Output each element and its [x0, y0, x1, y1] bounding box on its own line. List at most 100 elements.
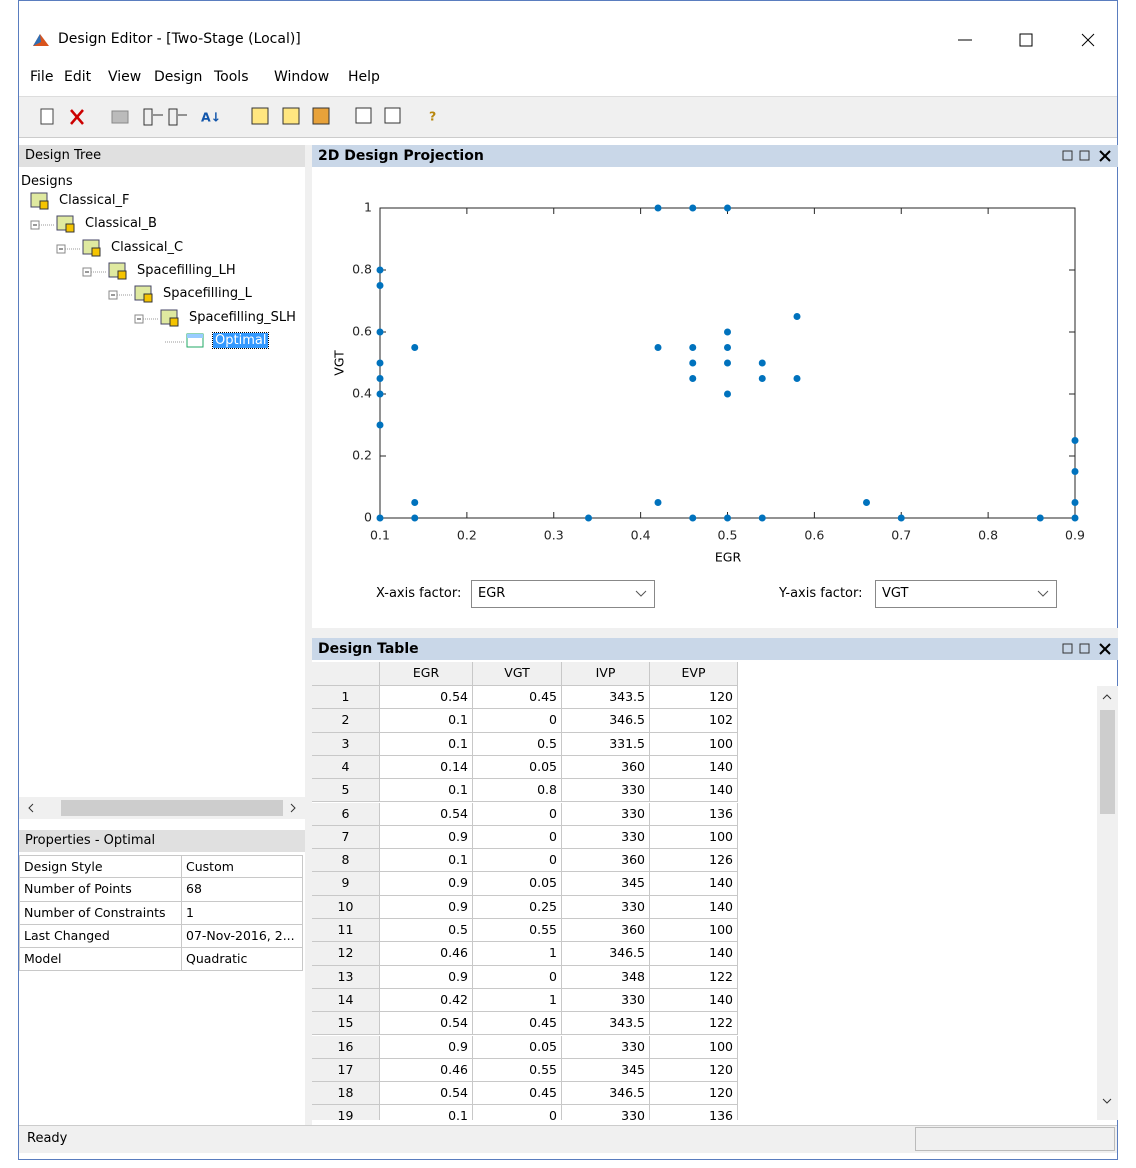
point — [758, 514, 766, 522]
tree-root[interactable]: Designs — [21, 174, 73, 189]
menu-item[interactable]: Tools — [214, 69, 249, 85]
panel-buttons[interactable] — [1060, 148, 1116, 164]
icon — [65, 223, 75, 233]
table-cell: 1 — [473, 988, 562, 1013]
table-cell: 0.54 — [380, 686, 473, 710]
table-cell: 0 — [473, 709, 562, 733]
point — [689, 375, 697, 382]
property-name: Model — [19, 948, 182, 972]
column-header[interactable]: IVP — [562, 662, 650, 686]
property-value: 1 — [182, 901, 303, 925]
x-tick-label: 0.6 — [804, 528, 824, 543]
row-header: 8 — [312, 849, 380, 873]
point — [724, 204, 731, 212]
column-header[interactable]: EVP — [650, 662, 738, 686]
tree-node[interactable]: Classical_B — [85, 216, 157, 232]
tree-node[interactable]: Classical_F — [59, 193, 130, 208]
menu-item[interactable]: View — [108, 69, 142, 85]
table-cell: 0.9 — [380, 825, 473, 850]
row-header: 6 — [312, 802, 380, 826]
splitter[interactable] — [312, 628, 1118, 638]
tree-node[interactable]: Classical_C — [111, 239, 184, 255]
tree-icon — [82, 239, 101, 257]
tree-node[interactable]: Spacefilling_L — [163, 286, 252, 302]
property-value: 68 — [182, 878, 303, 902]
row-header: 17 — [312, 1058, 380, 1083]
tree-node[interactable]: Spacefilling_LH — [137, 262, 236, 278]
point — [1036, 514, 1044, 522]
tree-connector[interactable] — [108, 287, 138, 307]
table-cell: 0.05 — [473, 872, 562, 896]
table-cell: 0.46 — [380, 1058, 473, 1083]
toolbar-icons[interactable]: A↓ ? — [19, 97, 479, 137]
point — [724, 359, 731, 367]
icon — [91, 247, 101, 257]
table-cell: 100 — [650, 825, 738, 850]
x-factor-select[interactable]: EGR — [471, 580, 655, 608]
point — [724, 328, 731, 336]
table-cell: 330 — [562, 1035, 650, 1059]
table-cell: 0.1 — [380, 732, 473, 756]
column-header[interactable]: VGT — [473, 662, 562, 686]
tree-connector[interactable] — [134, 311, 164, 331]
icon — [169, 317, 179, 326]
window-title: Design Editor - [Two-Stage (Local)] — [58, 31, 301, 47]
tree-connector[interactable] — [30, 217, 60, 237]
property-name: Design Style — [19, 855, 182, 879]
row-header: 4 — [312, 755, 380, 780]
table-cell: 360 — [562, 755, 650, 780]
table-cell: 0.8 — [473, 779, 562, 803]
menu-item[interactable]: Design — [154, 69, 203, 85]
menu-item[interactable]: Edit — [64, 69, 92, 85]
tree-icon — [160, 309, 179, 326]
point — [758, 359, 766, 367]
x-tick-label: 0.2 — [457, 528, 477, 543]
table-cell: 140 — [650, 755, 738, 780]
y-factor-select[interactable]: VGT — [875, 580, 1057, 608]
row-header: 3 — [312, 732, 380, 756]
point — [376, 390, 384, 398]
table-cell: 0.54 — [380, 1082, 473, 1106]
property-value: Quadratic — [182, 948, 303, 972]
table-cell: 0.1 — [380, 709, 473, 733]
table-cell: 330 — [562, 825, 650, 850]
table-cell: 0.46 — [380, 942, 473, 966]
point — [1071, 437, 1079, 444]
table-cell: 330 — [562, 895, 650, 919]
table-cell: 100 — [650, 919, 738, 943]
splitter[interactable] — [305, 145, 312, 1125]
panel-header: Design Tree — [19, 145, 305, 167]
property-value: 07-Nov-2016, 2... — [182, 924, 303, 949]
properties-table: Design Style Custom Number of Points 68 Numb… — [19, 855, 305, 1155]
tree-node[interactable]: Spacefilling_SLH — [189, 309, 296, 325]
table-cell: 330 — [562, 1105, 650, 1120]
tree-connector[interactable] — [82, 264, 112, 284]
tree-icon — [134, 285, 153, 303]
panel-buttons[interactable] — [1060, 641, 1116, 657]
icon — [117, 270, 127, 280]
table-cell: 0.55 — [473, 919, 562, 943]
menu-item[interactable]: Help — [348, 69, 380, 85]
table-cell: 346.5 — [562, 1082, 650, 1106]
menu-item[interactable]: Window — [274, 69, 330, 85]
row-header: 12 — [312, 942, 380, 966]
select-value: EGR — [478, 586, 506, 601]
row-header: 14 — [312, 988, 380, 1013]
table-cell: 0 — [473, 1105, 562, 1120]
property-name: Last Changed — [19, 924, 182, 949]
column-header[interactable]: EGR — [380, 662, 473, 686]
table-cell: 345 — [562, 1058, 650, 1083]
row-header: 10 — [312, 895, 380, 919]
x-axis-label: EGR — [715, 550, 742, 565]
point — [897, 514, 905, 522]
h-scrollbar[interactable] — [19, 797, 305, 819]
window-controls[interactable] — [950, 28, 1100, 52]
table-cell: 0.55 — [473, 1058, 562, 1083]
icon — [143, 293, 153, 303]
menu-item[interactable]: File — [30, 69, 54, 85]
tree-node[interactable]: Optimal — [211, 331, 270, 349]
table-cell: 345 — [562, 872, 650, 896]
icon — [39, 200, 49, 210]
v-scrollbar[interactable] — [1097, 686, 1118, 1120]
tree-connector[interactable] — [56, 241, 86, 261]
